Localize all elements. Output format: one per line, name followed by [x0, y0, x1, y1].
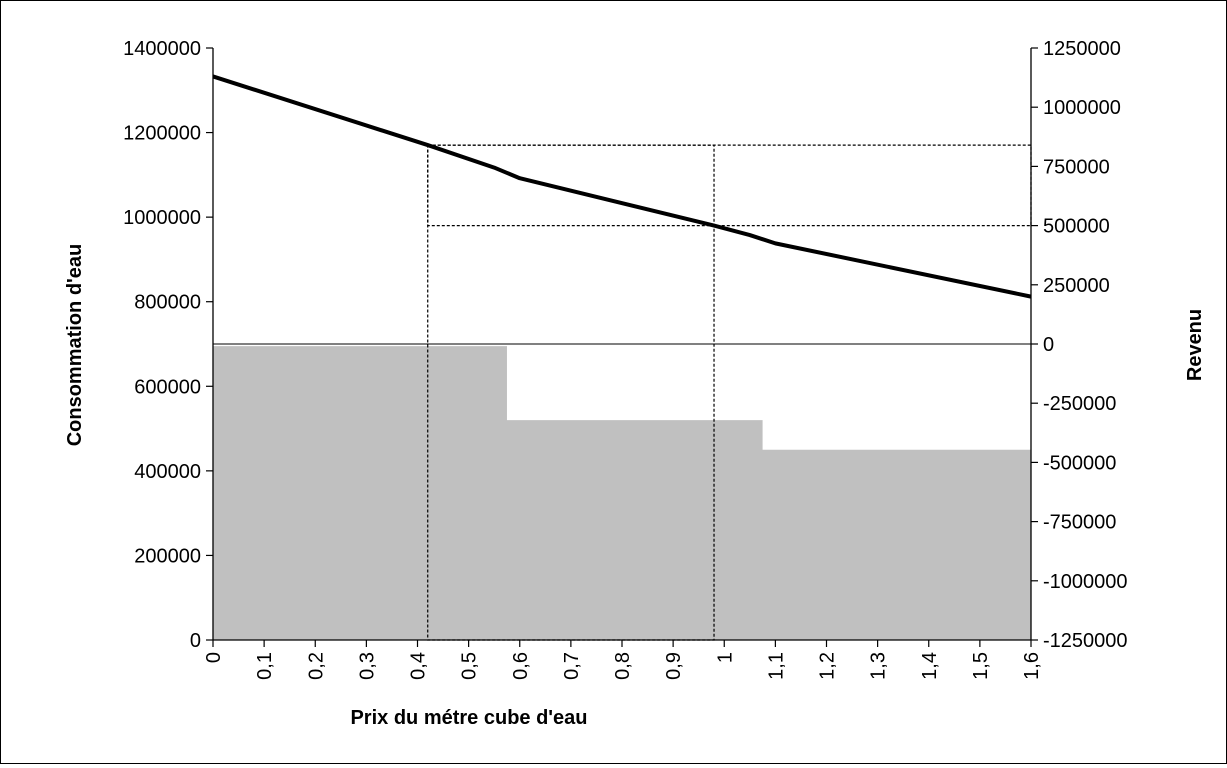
y-tick-label: 0 [190, 630, 201, 652]
y-axis-title: Consommation d'eau [64, 244, 86, 447]
x-tick-label: 1,3 [868, 652, 890, 680]
y2-tick-label: -1000000 [1043, 571, 1128, 593]
y-tick-label: 1000000 [123, 207, 201, 229]
y2-tick-label: -1250000 [1043, 630, 1128, 652]
y2-tick-label: -500000 [1043, 452, 1116, 474]
area-layer [213, 346, 1031, 640]
y2-tick-label: 1250000 [1043, 38, 1121, 60]
x-tick-label: 0,9 [663, 652, 685, 680]
x-tick-label: 0,1 [254, 652, 276, 680]
y-tick-label: 600000 [134, 376, 201, 398]
dashed-box-1 [428, 145, 1031, 226]
y2-tick-label: 1000000 [1043, 97, 1121, 119]
x-tick-label: 1,6 [1021, 652, 1043, 680]
y2-tick-label: 0 [1043, 334, 1054, 356]
y2-tick-label: -750000 [1043, 512, 1116, 534]
x-tick-label: 0,2 [305, 652, 327, 680]
y2-tick-label: 500000 [1043, 216, 1110, 238]
y-tick-label: 1200000 [123, 123, 201, 145]
x-tick-label: 1,4 [919, 652, 941, 680]
y-tick-label: 400000 [134, 461, 201, 483]
x-tick-label: 1,5 [970, 652, 992, 680]
x-tick-label: 0,8 [612, 652, 634, 680]
x-tick-label: 0,4 [408, 652, 430, 680]
x-tick-label: 1 [714, 652, 736, 663]
y2-tick-label: 250000 [1043, 275, 1110, 297]
y-tick-label: 1400000 [123, 38, 201, 60]
y-tick-label: 800000 [134, 292, 201, 314]
x-tick-label: 0,5 [459, 652, 481, 680]
y2-tick-label: -250000 [1043, 393, 1116, 415]
x-axis-title: Prix du métre cube d'eau [350, 707, 587, 729]
x-tick-label: 0 [203, 652, 225, 663]
y2-tick-label: 750000 [1043, 156, 1110, 178]
series-0-line [213, 76, 1031, 296]
x-tick-label: 0,3 [356, 652, 378, 680]
x-tick-label: 0,6 [510, 652, 532, 680]
x-tick-label: 1,1 [765, 652, 787, 680]
x-tick-label: 0,7 [561, 652, 583, 680]
y2-axis-title: Revenu [1184, 309, 1206, 381]
series-1-area [213, 346, 1031, 640]
y-tick-label: 200000 [134, 545, 201, 567]
line-layer [213, 76, 1031, 296]
x-tick-label: 1,2 [817, 652, 839, 680]
